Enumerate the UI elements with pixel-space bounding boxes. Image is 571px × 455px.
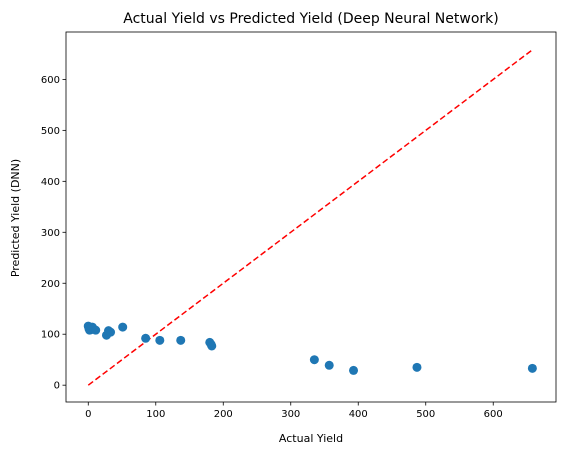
data-point-20 xyxy=(349,365,359,375)
data-point-12 xyxy=(141,333,151,343)
y-tick-label: 400 xyxy=(41,177,60,188)
y-tick-label: 300 xyxy=(41,228,60,239)
x-tick-label: 500 xyxy=(416,409,435,420)
data-point-17 xyxy=(207,341,217,351)
x-tick-label: 200 xyxy=(214,409,233,420)
data-point-19 xyxy=(324,360,334,370)
data-point-7 xyxy=(91,325,101,335)
x-tick-label: 100 xyxy=(146,409,165,420)
y-tick-label: 0 xyxy=(54,381,60,392)
plot-frame xyxy=(65,31,557,403)
y-tick-label: 600 xyxy=(41,75,60,86)
data-point-13 xyxy=(155,335,165,345)
y-tick-label: 500 xyxy=(41,126,60,137)
data-point-14 xyxy=(176,335,186,345)
data-point-22 xyxy=(527,363,537,373)
x-tick-label: 600 xyxy=(484,409,503,420)
data-point-10 xyxy=(106,327,116,337)
data-point-21 xyxy=(412,362,422,372)
y-tick-label: 100 xyxy=(41,330,60,341)
y-axis-title: Predicted Yield (DNN) xyxy=(9,159,22,277)
y-tick-label: 200 xyxy=(41,279,60,290)
data-point-18 xyxy=(309,355,319,365)
data-point-11 xyxy=(118,322,128,332)
x-axis-title: Actual Yield xyxy=(279,432,343,445)
x-tick-label: 0 xyxy=(85,409,91,420)
x-tick-label: 400 xyxy=(349,409,368,420)
plot-area: 0 100 200 300 400 500 600 0 100 200 300 400 500 600 xyxy=(41,31,557,420)
reference-line xyxy=(87,49,533,386)
chart-title: Actual Yield vs Predicted Yield (Deep Ne… xyxy=(123,11,498,27)
x-tick-label: 300 xyxy=(281,409,300,420)
